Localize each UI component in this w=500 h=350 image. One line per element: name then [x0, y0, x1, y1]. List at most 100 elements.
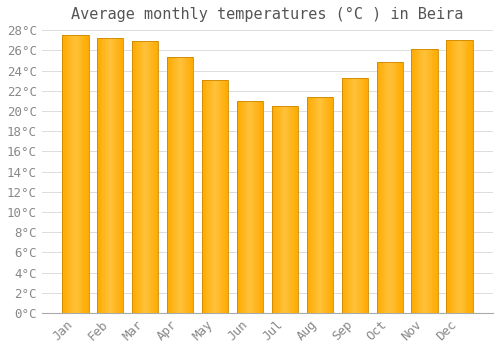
Bar [216, 79, 217, 313]
Bar [189, 57, 190, 313]
Bar [258, 101, 260, 313]
Bar [294, 106, 296, 313]
Bar [214, 79, 215, 313]
Bar [188, 57, 189, 313]
Bar [306, 97, 333, 313]
Bar [376, 62, 378, 313]
Bar [142, 41, 144, 313]
Bar [356, 78, 358, 313]
Bar [326, 97, 327, 313]
Bar [254, 101, 255, 313]
Bar [135, 41, 136, 313]
Bar [320, 97, 322, 313]
Bar [116, 38, 117, 313]
Bar [429, 49, 430, 313]
Bar [182, 57, 183, 313]
Bar [362, 78, 364, 313]
Bar [237, 101, 238, 313]
Bar [173, 57, 174, 313]
Bar [331, 97, 332, 313]
Bar [251, 101, 252, 313]
Bar [393, 62, 394, 313]
Bar [454, 40, 455, 313]
Bar [400, 62, 401, 313]
Bar [422, 49, 423, 313]
Bar [394, 62, 395, 313]
Bar [121, 38, 122, 313]
Bar [330, 97, 331, 313]
Bar [460, 40, 461, 313]
Bar [110, 38, 111, 313]
Bar [218, 79, 220, 313]
Bar [424, 49, 426, 313]
Bar [136, 41, 138, 313]
Bar [85, 35, 86, 313]
Bar [77, 35, 78, 313]
Bar [280, 106, 281, 313]
Bar [256, 101, 257, 313]
Bar [206, 79, 207, 313]
Bar [181, 57, 182, 313]
Bar [62, 35, 88, 313]
Bar [421, 49, 422, 313]
Bar [306, 97, 308, 313]
Bar [435, 49, 436, 313]
Bar [318, 97, 319, 313]
Bar [395, 62, 396, 313]
Bar [207, 79, 208, 313]
Bar [328, 97, 330, 313]
Bar [147, 41, 148, 313]
Bar [167, 57, 168, 313]
Bar [384, 62, 386, 313]
Bar [392, 62, 393, 313]
Bar [325, 97, 326, 313]
Bar [134, 41, 135, 313]
Bar [284, 106, 285, 313]
Bar [450, 40, 452, 313]
Bar [112, 38, 113, 313]
Bar [382, 62, 384, 313]
Bar [204, 79, 206, 313]
Bar [150, 41, 152, 313]
Bar [448, 40, 449, 313]
Bar [208, 79, 209, 313]
Bar [447, 40, 448, 313]
Bar [249, 101, 250, 313]
Bar [437, 49, 438, 313]
Bar [396, 62, 398, 313]
Bar [74, 35, 76, 313]
Bar [430, 49, 432, 313]
Bar [272, 106, 298, 313]
Bar [176, 57, 178, 313]
Bar [76, 35, 77, 313]
Bar [97, 38, 98, 313]
Bar [118, 38, 119, 313]
Bar [144, 41, 145, 313]
Bar [456, 40, 457, 313]
Bar [427, 49, 428, 313]
Bar [250, 101, 251, 313]
Bar [156, 41, 158, 313]
Bar [353, 78, 354, 313]
Bar [354, 78, 356, 313]
Bar [222, 79, 223, 313]
Bar [319, 97, 320, 313]
Bar [432, 49, 434, 313]
Bar [466, 40, 468, 313]
Bar [446, 40, 447, 313]
Bar [209, 79, 210, 313]
Bar [174, 57, 175, 313]
Bar [352, 78, 353, 313]
Bar [414, 49, 415, 313]
Bar [122, 38, 124, 313]
Bar [461, 40, 462, 313]
Bar [262, 101, 263, 313]
Bar [202, 79, 228, 313]
Bar [297, 106, 298, 313]
Bar [379, 62, 380, 313]
Bar [380, 62, 381, 313]
Bar [133, 41, 134, 313]
Bar [68, 35, 70, 313]
Bar [139, 41, 140, 313]
Bar [401, 62, 402, 313]
